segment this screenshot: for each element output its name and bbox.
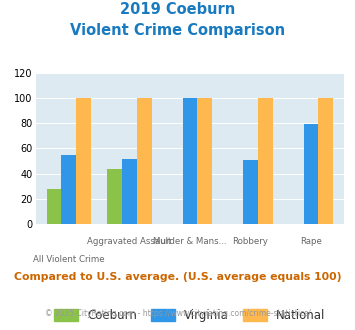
Text: Compared to U.S. average. (U.S. average equals 100): Compared to U.S. average. (U.S. average …: [14, 272, 341, 282]
Bar: [304, 124, 318, 224]
Bar: [182, 98, 197, 224]
Text: Violent Crime Comparison: Violent Crime Comparison: [70, 23, 285, 38]
Bar: [107, 169, 122, 224]
Text: Murder & Mans...: Murder & Mans...: [153, 237, 227, 246]
Bar: [122, 159, 137, 224]
Bar: [61, 155, 76, 224]
Bar: [258, 98, 273, 224]
Text: Aggravated Assault: Aggravated Assault: [87, 237, 171, 246]
Bar: [137, 98, 152, 224]
Text: 2019 Coeburn: 2019 Coeburn: [120, 2, 235, 16]
Text: Rape: Rape: [300, 237, 322, 246]
Legend: Coeburn, Virginia, National: Coeburn, Virginia, National: [54, 309, 326, 322]
Bar: [197, 98, 212, 224]
Bar: [318, 98, 333, 224]
Bar: [76, 98, 91, 224]
Text: © 2025 CityRating.com - https://www.cityrating.com/crime-statistics/: © 2025 CityRating.com - https://www.city…: [45, 309, 310, 317]
Text: Robbery: Robbery: [233, 237, 268, 246]
Bar: [47, 189, 61, 224]
Text: All Violent Crime: All Violent Crime: [33, 255, 105, 264]
Bar: [243, 160, 258, 224]
